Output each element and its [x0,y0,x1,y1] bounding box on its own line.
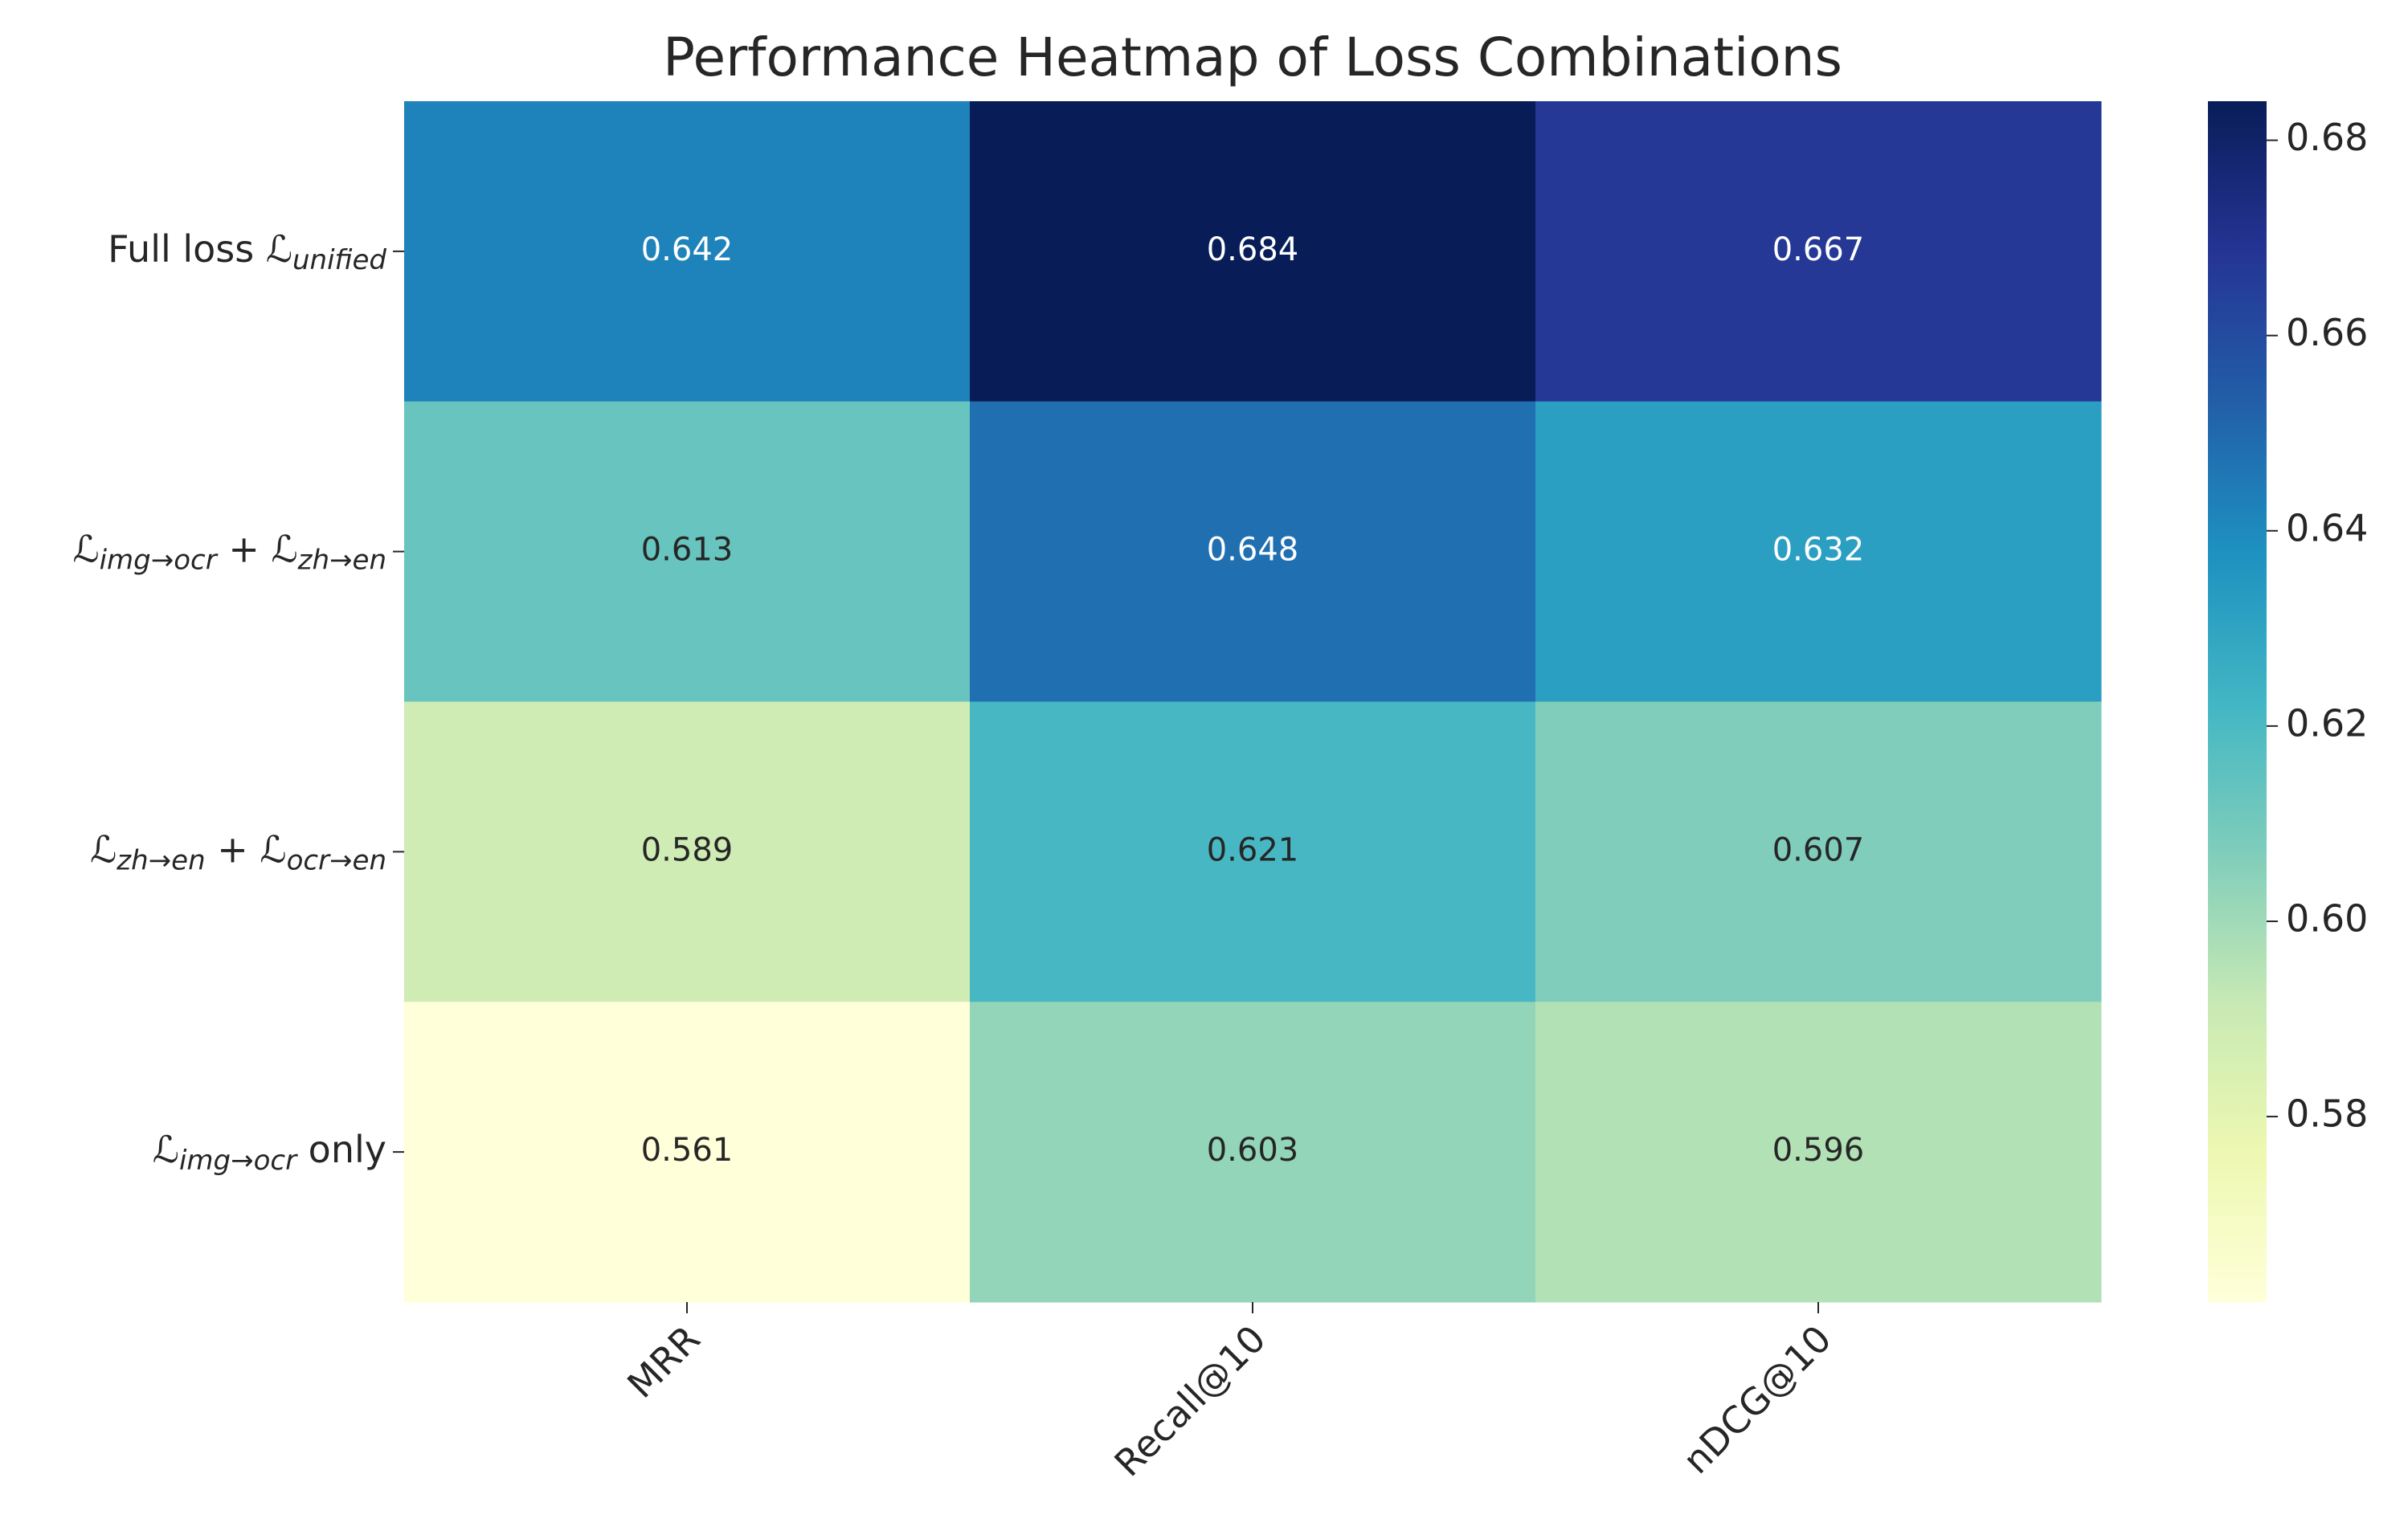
cell-label: 0.613 [641,532,734,569]
x-tick-label: MRR [619,1317,708,1406]
label-text: only [296,1128,386,1171]
y-tick-label: Full loss ℒunified​ [108,227,386,276]
heat-cell [404,1002,971,1303]
cell-label: 0.607 [1772,831,1865,868]
label-text: ℒ [72,527,99,570]
colorbar-tick-label: 0.58 [2286,1092,2368,1136]
heat-cell [404,101,971,402]
cell-label: 0.603 [1207,1132,1299,1169]
y-tick-label: ℒzh→en​ + ℒocr→en​ [90,827,386,876]
heat-cell [1535,101,2102,402]
label-text: ℒ [90,827,117,871]
colorbar-tick-label: 0.66 [2286,311,2368,354]
cell-label: 0.561 [641,1132,734,1169]
cell-label: 0.632 [1772,532,1865,569]
cell-label: 0.642 [641,231,734,268]
colorbar-tick-label: 0.64 [2286,506,2368,549]
label-subscript: zh→en [116,844,205,876]
label-text: ℒ [153,1128,179,1171]
label-text: + ℒ [217,527,298,570]
y-tick-label: ℒimg→ocr​ + ℒzh→en​ [72,527,386,576]
cell-label: 0.667 [1772,231,1865,268]
y-tick-label: ℒimg→ocr​ only [153,1128,386,1177]
heat-cell [1535,1002,2102,1303]
colorbar-tick-label: 0.68 [2286,116,2368,159]
label-text: + ℒ [206,827,287,871]
x-tick-label: nDCG@10 [1674,1317,1840,1482]
label-subscript: img→ocr [100,544,219,576]
cell-label: 0.684 [1207,231,1299,268]
label-subscript: unified [292,243,386,276]
colorbar-tick-label: 0.62 [2286,701,2368,745]
x-tick-label: Recall@10 [1106,1317,1274,1484]
chart-title: Performance Heatmap of Loss Combinations [663,27,1842,88]
heat-cell [970,101,1536,402]
label-text: Full loss ℒ [108,227,292,270]
heat-cell [970,401,1536,702]
colorbar-tick-label: 0.60 [2286,896,2368,940]
cell-label: 0.596 [1772,1132,1865,1169]
heat-cell [1535,701,2102,1002]
cell-label: 0.648 [1207,532,1299,569]
cell-label: 0.621 [1207,831,1299,868]
heat-cell [970,1002,1536,1303]
heat-cell [970,701,1536,1002]
label-subscript: img→ocr [179,1145,298,1177]
colorbar [2208,101,2267,1302]
label-subscript: ocr→en [287,844,386,876]
cell-label: 0.589 [641,831,734,868]
heat-cell [1535,401,2102,702]
label-subscript: zh→en [297,544,386,576]
heat-cell [404,701,971,1002]
heat-cell [404,401,971,702]
